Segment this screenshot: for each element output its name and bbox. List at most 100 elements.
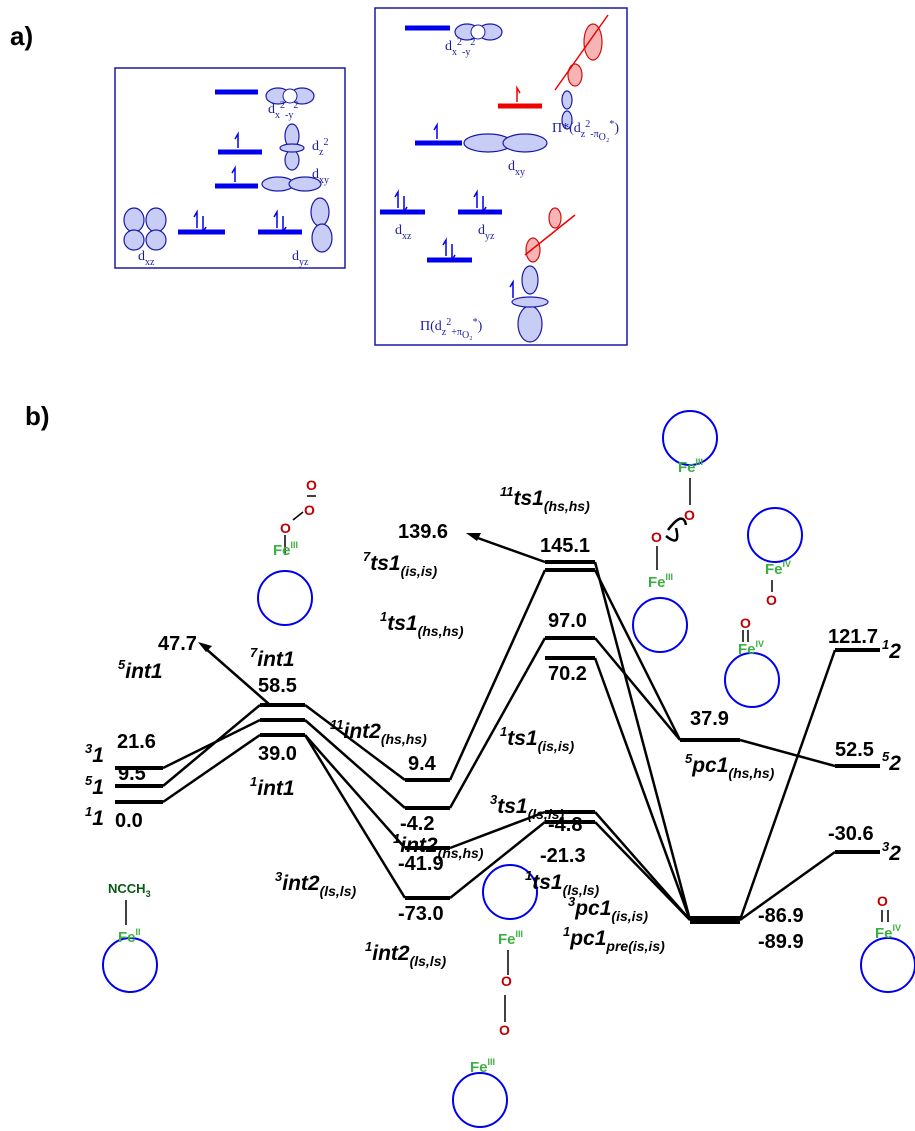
energy-value: 145.1 bbox=[540, 535, 590, 557]
orbital-label-part: -π bbox=[590, 129, 598, 140]
species-sup: 11 bbox=[500, 484, 514, 499]
orbital-label: Π*(dz2-πO₂*) bbox=[552, 119, 619, 143]
energy-value: 97.0 bbox=[548, 610, 587, 632]
species-name: int2 bbox=[282, 872, 320, 895]
species-label: 7ts1(is,is) bbox=[363, 549, 437, 579]
energy-value: 47.7 bbox=[158, 633, 197, 655]
species-sub: (is,is) bbox=[611, 908, 648, 924]
energy-value: 121.7 bbox=[828, 626, 878, 648]
page: { "panel_labels": ["a)", "b)"], "orbital… bbox=[0, 0, 915, 1131]
orbital-label-part: xz bbox=[145, 257, 155, 268]
oxidation-state: III bbox=[666, 572, 674, 582]
orbital-label-part: d bbox=[395, 223, 402, 238]
species-sup: 1 bbox=[563, 924, 570, 939]
species-name: 2 bbox=[888, 752, 901, 775]
ligand-part: NCCH bbox=[108, 881, 146, 896]
species-label: 3int2(ls,ls) bbox=[275, 869, 356, 899]
species-sup: 1 bbox=[500, 724, 507, 739]
energy-value: 37.9 bbox=[690, 708, 729, 730]
iron-symbol: Fe bbox=[118, 929, 136, 946]
oxidation-state: III bbox=[291, 540, 299, 550]
iron-label: FeIII bbox=[273, 540, 298, 559]
orbital-label-part: xy bbox=[515, 167, 525, 178]
species-sup: 1 bbox=[525, 868, 532, 883]
energy-value: 139.6 bbox=[398, 521, 448, 543]
energy-value: 70.2 bbox=[548, 663, 587, 685]
orbital-label-part: -y bbox=[462, 47, 470, 58]
orbital-label-part: xz bbox=[402, 231, 412, 242]
iron-symbol: Fe bbox=[470, 1059, 488, 1076]
iron-label: FeIII bbox=[470, 1057, 495, 1076]
energy-value: -30.6 bbox=[828, 823, 874, 845]
ligand-part: 3 bbox=[146, 889, 151, 899]
energy-value: -86.9 bbox=[758, 905, 804, 927]
iron-symbol: Fe bbox=[678, 459, 696, 476]
species-name: 1 bbox=[92, 744, 104, 767]
species-label: 5int1 bbox=[118, 657, 163, 683]
species-label: 7int1 bbox=[250, 645, 295, 671]
species-name: ts1 bbox=[497, 795, 527, 818]
oxidation-state: III bbox=[696, 457, 704, 467]
species-name: ts1 bbox=[532, 871, 562, 894]
orbital-label-part: z bbox=[581, 129, 586, 140]
iron-label: FeIII bbox=[678, 457, 703, 476]
iron-label: FeIII bbox=[648, 572, 673, 591]
orbital-label-part: ) bbox=[614, 121, 619, 136]
species-name: int1 bbox=[125, 660, 162, 683]
species-label: 52 bbox=[882, 749, 901, 775]
species-name: 1 bbox=[92, 776, 104, 799]
orbital-label-part: 2 bbox=[323, 137, 328, 148]
energy-value: 9.4 bbox=[408, 753, 437, 775]
species-name: pc1 bbox=[691, 754, 728, 777]
energy-value: 58.5 bbox=[258, 675, 297, 697]
oxygen-label: O bbox=[877, 893, 888, 909]
species-label: 3pc1(is,is) bbox=[568, 894, 648, 924]
species-label: 12 bbox=[882, 637, 901, 663]
orbital-label: dyz bbox=[292, 249, 309, 268]
oxidation-state: IV bbox=[756, 639, 765, 649]
orbital-label-part: d bbox=[292, 249, 299, 264]
iron-label: FeII bbox=[118, 927, 141, 946]
iron-symbol: Fe bbox=[765, 561, 783, 578]
species-name: int1 bbox=[257, 648, 294, 671]
oxidation-state: III bbox=[488, 1057, 496, 1067]
species-sub: pre(is,is) bbox=[605, 938, 665, 954]
energy-value: -21.3 bbox=[540, 845, 586, 867]
energy-value: 21.6 bbox=[117, 731, 156, 753]
oxygen-label: O bbox=[501, 973, 512, 989]
orbital-label: dyz bbox=[478, 223, 495, 242]
panel-label: b) bbox=[25, 401, 50, 431]
orbital-label-part: Π*(d bbox=[552, 121, 581, 136]
species-sup: 1 bbox=[85, 804, 92, 819]
orbital-label-part: z bbox=[442, 327, 447, 338]
oxidation-state: II bbox=[136, 927, 141, 937]
oxygen-label: O bbox=[499, 1022, 510, 1038]
species-name: int2 bbox=[344, 720, 382, 743]
orbital-label-part: Π(d bbox=[420, 319, 442, 334]
orbital-label-part: O₂ bbox=[462, 330, 473, 341]
species-label: 1ts1(ls,ls) bbox=[525, 868, 599, 898]
connectors bbox=[163, 533, 835, 920]
species-name: int2 bbox=[372, 942, 410, 965]
orbital-label: dx2-y2 bbox=[268, 100, 298, 121]
species-label: 1ts1(hs,hs) bbox=[380, 609, 464, 639]
orbital-label-part: yz bbox=[485, 231, 495, 242]
energy-value: 0.0 bbox=[115, 810, 143, 832]
species-sub: (hs,hs) bbox=[381, 731, 427, 747]
orbital-label-part: d bbox=[138, 249, 145, 264]
species-sub: (hs,hs) bbox=[544, 498, 590, 514]
orbital-label-part: d bbox=[445, 39, 452, 54]
orbital-label-part: x bbox=[452, 47, 457, 58]
species-name: ts1 bbox=[370, 552, 400, 575]
orbital-label: dxy bbox=[508, 159, 525, 178]
species-label: 51 bbox=[85, 773, 104, 799]
orbital-label: dz2 bbox=[312, 137, 328, 158]
species-sup: 1 bbox=[250, 774, 257, 789]
iron-symbol: Fe bbox=[498, 931, 516, 948]
species-name: ts1 bbox=[507, 727, 537, 750]
species-label: 11int2(hs,hs) bbox=[330, 717, 427, 747]
ligand-label: NCCH3 bbox=[108, 881, 151, 899]
oxygen-label: O bbox=[766, 592, 777, 608]
species-label: 1int2(ls,ls) bbox=[365, 939, 446, 969]
species-sub: (hs,hs) bbox=[728, 765, 774, 781]
